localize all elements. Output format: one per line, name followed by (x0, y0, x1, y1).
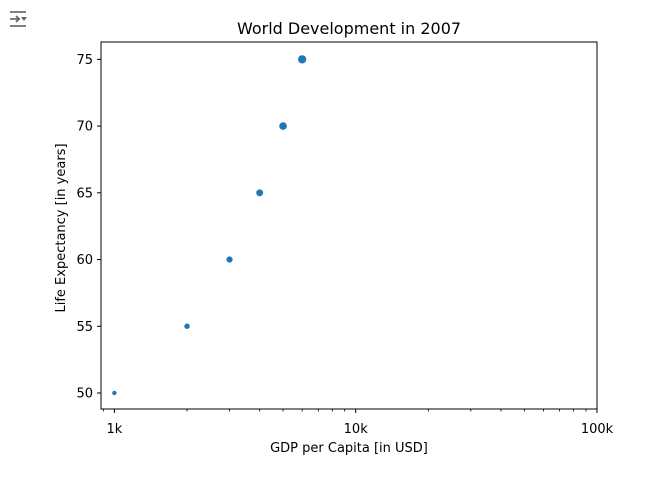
data-point (298, 55, 307, 64)
data-point (184, 323, 190, 329)
chart-title: World Development in 2007 (237, 19, 461, 38)
y-tick-label: 50 (76, 386, 93, 401)
x-tick-label: 1k (106, 422, 122, 437)
data-point (256, 189, 264, 197)
x-axis-label: GDP per Capita [in USD] (270, 441, 428, 456)
plot-frame (100, 41, 598, 410)
x-axis: 1k 10k 100k (102, 409, 614, 437)
data-point (226, 256, 233, 263)
y-tick-label: 65 (76, 186, 93, 201)
x-tick-label: 10k (344, 422, 369, 437)
data-point (279, 122, 287, 130)
y-tick-label: 55 (76, 320, 93, 335)
x-tick-label: 100k (581, 422, 614, 437)
y-axis-label: Life Expectancy [in years] (54, 143, 69, 312)
data-points (112, 55, 307, 396)
y-tick-label: 70 (76, 120, 93, 135)
y-tick-label: 60 (76, 253, 93, 268)
y-tick-label: 75 (76, 53, 93, 68)
y-axis: 50 55 60 65 70 75 (76, 53, 101, 401)
data-point (112, 390, 117, 396)
output-collapse-icon[interactable] (8, 10, 28, 28)
